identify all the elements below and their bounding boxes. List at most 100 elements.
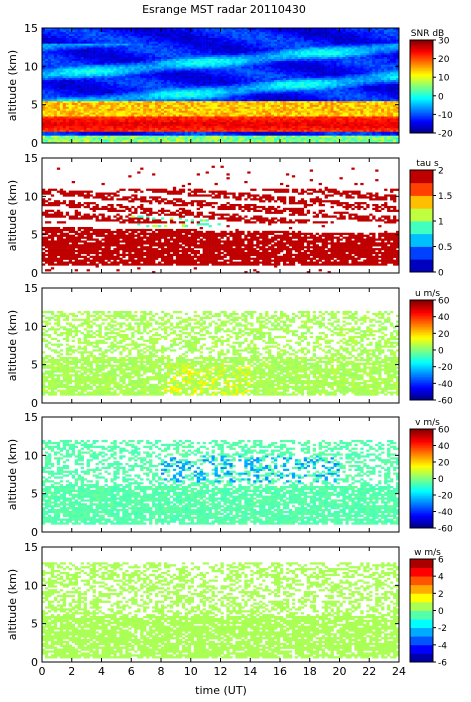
heatmap-cell bbox=[184, 33, 189, 36]
heatmap-cell bbox=[80, 97, 84, 100]
heatmap-cell bbox=[181, 102, 186, 105]
heatmap-cell bbox=[277, 120, 281, 123]
heatmap-cell bbox=[163, 98, 168, 102]
heatmap-cell bbox=[229, 141, 233, 143]
heatmap-cell bbox=[169, 137, 174, 140]
heatmap-cell bbox=[44, 66, 49, 69]
heatmap-cell bbox=[285, 141, 290, 143]
heatmap-cell bbox=[280, 35, 284, 38]
heatmap-cell bbox=[80, 35, 84, 38]
heatmap-cell bbox=[178, 87, 183, 90]
heatmap-cell bbox=[187, 125, 192, 128]
heatmap-cell bbox=[205, 35, 209, 38]
heatmap-cell bbox=[131, 118, 135, 121]
heatmap-cell bbox=[116, 39, 120, 42]
heatmap-cell bbox=[202, 127, 206, 130]
heatmap-cell bbox=[131, 95, 135, 98]
heatmap-cell bbox=[235, 74, 239, 77]
heatmap-cell bbox=[65, 133, 70, 136]
heatmap-cell bbox=[134, 83, 138, 86]
heatmap-cell bbox=[247, 39, 251, 42]
heatmap-cell bbox=[250, 120, 254, 123]
heatmap-cell bbox=[178, 127, 183, 130]
heatmap-cell bbox=[86, 118, 90, 121]
heatmap-cell bbox=[86, 51, 90, 54]
heatmap-cell bbox=[92, 31, 96, 35]
heatmap-cell bbox=[288, 127, 293, 130]
heatmap-cell bbox=[271, 116, 275, 119]
heatmap-cell bbox=[68, 74, 73, 77]
heatmap-cell bbox=[178, 123, 183, 127]
heatmap-cell bbox=[80, 123, 84, 127]
heatmap-cell bbox=[220, 133, 224, 136]
heatmap-cell bbox=[77, 131, 81, 134]
heatmap-cell bbox=[256, 123, 260, 127]
heatmap-cell bbox=[235, 116, 239, 119]
heatmap-cell bbox=[285, 112, 290, 115]
heatmap-cell bbox=[149, 95, 153, 98]
heatmap-cell bbox=[175, 102, 180, 105]
heatmap-cell bbox=[140, 37, 144, 40]
heatmap-cell bbox=[137, 137, 141, 140]
heatmap-cell bbox=[125, 112, 129, 115]
heatmap-cell bbox=[223, 100, 227, 104]
heatmap-cell bbox=[134, 131, 138, 134]
heatmap-cell bbox=[282, 100, 287, 104]
heatmap-cell bbox=[107, 106, 111, 109]
heatmap-cell bbox=[134, 106, 138, 109]
heatmap-cell bbox=[166, 81, 171, 84]
heatmap-cell bbox=[89, 118, 93, 121]
heatmap-cell bbox=[193, 54, 197, 58]
heatmap-cell bbox=[256, 131, 260, 134]
heatmap-cell bbox=[62, 41, 67, 44]
heatmap-cell bbox=[152, 31, 156, 35]
heatmap-cell bbox=[205, 56, 209, 59]
heatmap-cell bbox=[229, 58, 233, 61]
heatmap-cell bbox=[80, 54, 84, 58]
heatmap-cell bbox=[86, 116, 90, 119]
heatmap-cell bbox=[59, 68, 64, 71]
heatmap-cell bbox=[285, 127, 290, 130]
heatmap-cell bbox=[104, 70, 108, 73]
heatmap-cell bbox=[208, 47, 212, 50]
heatmap-cell bbox=[110, 37, 114, 40]
heatmap-cell bbox=[232, 54, 236, 58]
heatmap-cell bbox=[220, 135, 224, 138]
heatmap-cell bbox=[50, 131, 55, 134]
heatmap-cell bbox=[282, 74, 287, 77]
heatmap-cell bbox=[89, 60, 93, 63]
heatmap-cell bbox=[113, 137, 117, 140]
heatmap-cell bbox=[65, 41, 70, 44]
heatmap-cell bbox=[184, 129, 189, 132]
heatmap-cell bbox=[107, 52, 111, 56]
heatmap-cell bbox=[62, 31, 67, 35]
heatmap-cell bbox=[44, 68, 49, 71]
heatmap-cell bbox=[137, 33, 141, 36]
heatmap-cell bbox=[134, 43, 138, 46]
heatmap-cell bbox=[226, 56, 230, 59]
heatmap-cell bbox=[116, 37, 120, 40]
heatmap-cell bbox=[274, 121, 278, 125]
heatmap-cell bbox=[107, 91, 111, 94]
heatmap-cell bbox=[101, 106, 105, 109]
heatmap-cell bbox=[74, 139, 78, 142]
heatmap-cell bbox=[134, 64, 138, 67]
heatmap-cell bbox=[77, 87, 81, 90]
heatmap-cell bbox=[101, 64, 105, 67]
heatmap-cell bbox=[143, 58, 147, 61]
heatmap-cell bbox=[89, 104, 93, 107]
heatmap-cell bbox=[113, 77, 117, 81]
heatmap-cell bbox=[235, 58, 239, 61]
heatmap-cell bbox=[98, 118, 102, 121]
heatmap-cell bbox=[80, 83, 84, 86]
heatmap-cell bbox=[125, 58, 129, 61]
heatmap-cell bbox=[53, 37, 58, 40]
heatmap-cell bbox=[256, 58, 260, 61]
heatmap-cell bbox=[92, 129, 96, 132]
heatmap-cell bbox=[253, 104, 257, 107]
heatmap-cell bbox=[50, 81, 55, 84]
heatmap-cell bbox=[232, 114, 236, 117]
heatmap-cell bbox=[184, 123, 189, 127]
heatmap-cell bbox=[125, 41, 129, 44]
heatmap-cell bbox=[196, 116, 200, 119]
